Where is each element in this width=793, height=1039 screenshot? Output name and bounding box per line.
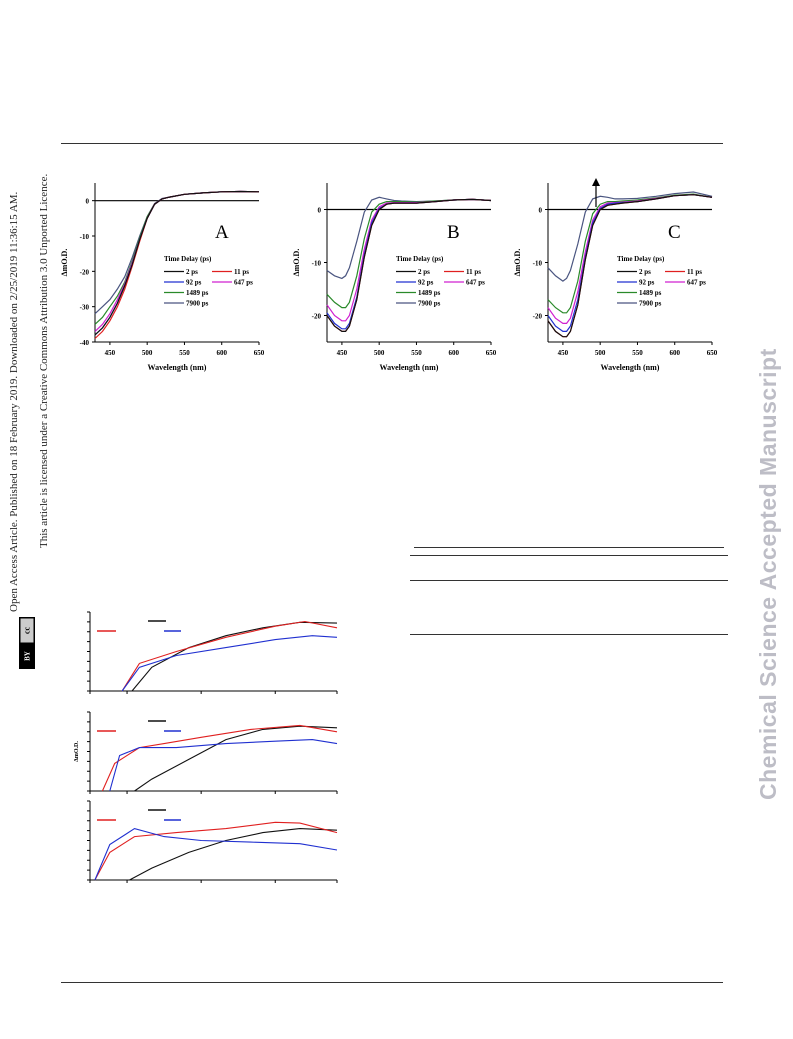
legend-label: 2 ps	[186, 268, 198, 276]
legend-label: 92 ps	[186, 279, 202, 287]
y-axis-label: ΔmO.D.	[292, 249, 301, 277]
legend: Time Delay (ps) 2 ps 11 ps 92 ps 647 ps 1489 …	[164, 255, 253, 308]
legend-label: 647 ps	[687, 279, 706, 287]
x-tick-label: 450	[558, 349, 569, 357]
legend-label: 647 ps	[234, 279, 253, 287]
cc-by-license-badge[interactable]: cc BY	[19, 617, 35, 669]
x-tick-label: 650	[707, 349, 718, 357]
cc-badge-text: cc	[23, 627, 32, 635]
license-sidebar: Open Access Article. Published on 18 Feb…	[0, 0, 70, 1039]
legend-title: Time Delay (ps)	[396, 255, 444, 263]
kinetic-trace	[121, 635, 338, 692]
legend-label: 92 ps	[418, 279, 434, 287]
kinetic-trace	[109, 739, 338, 792]
kinetics-chart-3	[87, 800, 338, 883]
x-tick-label: 600	[216, 349, 227, 357]
kinetic-trace	[94, 821, 338, 881]
table-rule-mid	[410, 580, 728, 581]
legend: Time Delay (ps) 2 ps 11 ps 92 ps 647 ps 1489 …	[396, 255, 485, 308]
table-rule-header	[410, 555, 728, 556]
series-line	[547, 194, 713, 338]
footer-rule	[61, 982, 723, 983]
legend-label: 7900 ps	[186, 300, 209, 308]
kinetics-chart-1	[87, 611, 338, 694]
y-tick-label: -10	[533, 260, 543, 268]
x-tick-label: 650	[254, 349, 265, 357]
x-tick-label: 500	[142, 349, 153, 357]
y-tick-label: -30	[80, 304, 90, 312]
kinetic-trace	[129, 828, 338, 881]
spectra-chart-c: 0 -10 -20 450 500 550 600 650 Wavelength (nm) ΔmO…	[513, 178, 718, 372]
series-line	[94, 190, 260, 336]
by-badge-text: BY	[24, 651, 32, 661]
x-tick-label: 500	[374, 349, 385, 357]
panel-letter: A	[215, 222, 229, 243]
y-axis-label: ΔmO.D.	[513, 249, 522, 277]
x-tick-label: 450	[337, 349, 348, 357]
y-tick-label: 0	[539, 207, 543, 215]
kinetic-trace	[94, 828, 338, 881]
panel-letter: B	[447, 222, 460, 243]
series-line	[94, 190, 260, 336]
y-tick-label: -10	[312, 260, 322, 268]
x-tick-label: 550	[632, 349, 643, 357]
kinetic-trace	[134, 725, 338, 792]
x-tick-label: 550	[411, 349, 422, 357]
x-tick-label: 550	[179, 349, 190, 357]
kinetics-chart-2: ΔmO.D.	[74, 711, 338, 794]
legend-label: 7900 ps	[639, 300, 662, 308]
y-tick-label: -20	[80, 268, 90, 276]
legend-label: 2 ps	[418, 268, 430, 276]
series-line	[547, 191, 713, 282]
legend-title: Time Delay (ps)	[164, 255, 212, 263]
series-line	[94, 190, 260, 339]
panel-letter: C	[668, 222, 681, 243]
series-line	[326, 198, 492, 332]
legend: Time Delay (ps) 2 ps 11 ps 92 ps 647 ps 1489 …	[617, 255, 706, 308]
x-tick-label: 450	[105, 349, 116, 357]
legend-label: 1489 ps	[418, 289, 441, 297]
license-line-1: Open Access Article. Published on 18 Feb…	[8, 191, 20, 612]
y-tick-label: -20	[533, 313, 543, 321]
annotation-arrowhead	[592, 178, 600, 186]
x-axis-label: Wavelength (nm)	[148, 363, 207, 372]
series-line	[326, 198, 492, 332]
spectra-chart-a: 0 -10 -20 -30 -40 450 500 550 600 650 Wavelength (…	[60, 183, 265, 372]
table-rule-bottom	[410, 634, 728, 635]
x-tick-label: 600	[669, 349, 680, 357]
y-tick-label: -40	[80, 339, 90, 347]
legend-label: 11 ps	[687, 268, 702, 276]
legend-label: 92 ps	[639, 279, 655, 287]
x-tick-label: 600	[448, 349, 459, 357]
watermark-text: Chemical Science Accepted Manuscript	[755, 348, 781, 800]
spectra-chart-b: 0 -10 -20 450 500 550 600 650 Wavelength (nm) ΔmO…	[292, 183, 497, 372]
table-rule-top	[414, 547, 724, 548]
legend-label: 1489 ps	[186, 289, 209, 297]
x-axis-label: Wavelength (nm)	[601, 363, 660, 372]
kinetic-trace	[131, 621, 338, 692]
series-line	[547, 193, 713, 314]
series-line	[326, 198, 492, 309]
y-tick-label: 0	[86, 198, 90, 206]
x-tick-label: 650	[486, 349, 497, 357]
legend-label: 11 ps	[234, 268, 249, 276]
y-tick-label: 0	[318, 207, 322, 215]
legend-label: 11 ps	[466, 268, 481, 276]
license-line-2[interactable]: This article is licensed under a Creativ…	[38, 173, 50, 548]
kinetic-trace	[101, 724, 338, 792]
y-tick-label: -20	[312, 313, 322, 321]
x-axis-label: Wavelength (nm)	[380, 363, 439, 372]
y-axis-label: ΔmO.D.	[74, 741, 80, 762]
y-axis-label: ΔmO.D.	[60, 249, 69, 277]
kinetic-trace	[121, 620, 338, 692]
series-line	[547, 194, 713, 338]
legend-label: 2 ps	[639, 268, 651, 276]
y-tick-label: -10	[80, 233, 90, 241]
legend-label: 647 ps	[466, 279, 485, 287]
header-rule	[61, 143, 723, 144]
legend-label: 7900 ps	[418, 300, 441, 308]
legend-title: Time Delay (ps)	[617, 255, 665, 263]
x-tick-label: 500	[595, 349, 606, 357]
legend-label: 1489 ps	[639, 289, 662, 297]
